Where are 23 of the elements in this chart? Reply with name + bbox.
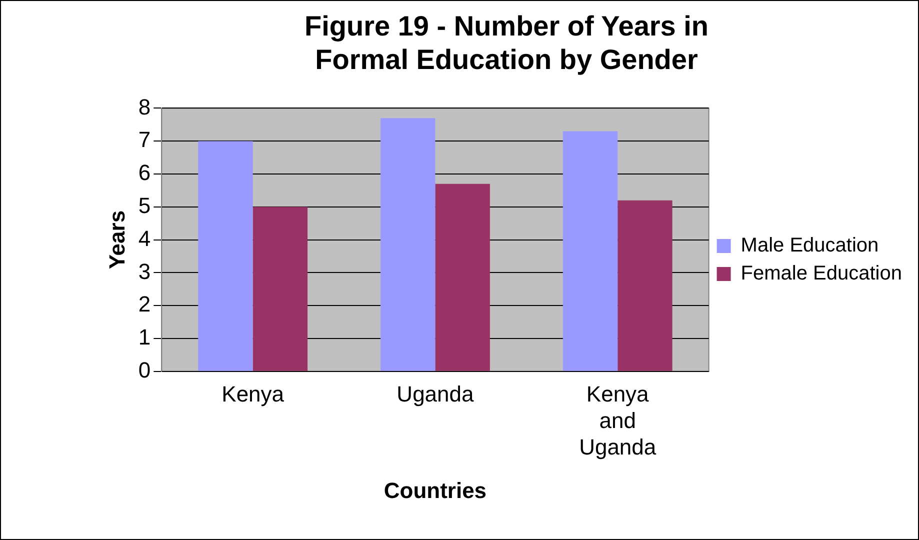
chart-title: Figure 19 - Number of Years in Formal Education by Gender <box>304 10 709 76</box>
x-axis-title: Countries <box>384 478 487 503</box>
y-tick-label: 7 <box>138 127 151 152</box>
y-tick-label: 4 <box>138 226 151 251</box>
x-tick-label: Kenya and Uganda <box>579 382 657 460</box>
y-tick-label: 0 <box>138 357 151 382</box>
y-tick-label: 3 <box>138 258 151 284</box>
legend-label: Female Education <box>740 262 902 285</box>
legend-label: Male Education <box>740 234 879 257</box>
bar <box>562 131 618 371</box>
x-tick-label: Uganda <box>396 382 475 407</box>
bar <box>435 184 490 371</box>
y-tick-label: 2 <box>138 292 151 317</box>
bar <box>380 118 436 371</box>
bar <box>198 141 253 371</box>
y-tick-label: 8 <box>138 94 151 120</box>
bar <box>252 206 308 371</box>
y-tick-label: 5 <box>138 192 151 218</box>
x-tick-label: Kenya <box>222 382 285 407</box>
bar <box>618 200 672 371</box>
y-tick-label: 1 <box>138 324 151 350</box>
y-tick-label: 6 <box>138 160 151 186</box>
y-axis-title: Years <box>104 210 130 270</box>
